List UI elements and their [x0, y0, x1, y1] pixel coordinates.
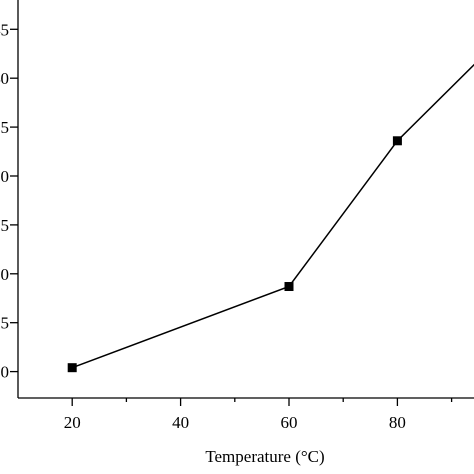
y-tick-label: 45	[0, 20, 9, 39]
y-tick-label: 30	[0, 167, 9, 186]
y-tick-label: 40	[0, 69, 9, 88]
data-point	[392, 136, 402, 146]
y-tick-label: 35	[0, 118, 9, 137]
y-tick-label: 10	[0, 363, 9, 382]
y-tick-label: 25	[0, 216, 9, 235]
data-point	[284, 282, 294, 292]
data-point	[67, 363, 77, 373]
x-tick-label: 20	[64, 413, 81, 432]
y-tick-label: 15	[0, 314, 9, 333]
x-axis-label: Temperature (°C)	[205, 447, 324, 466]
data-line	[71, 63, 474, 369]
x-tick-label: 60	[281, 413, 298, 432]
y-tick-label: 20	[0, 265, 9, 284]
x-tick-label: 80	[389, 413, 406, 432]
x-tick-label: 40	[172, 413, 189, 432]
